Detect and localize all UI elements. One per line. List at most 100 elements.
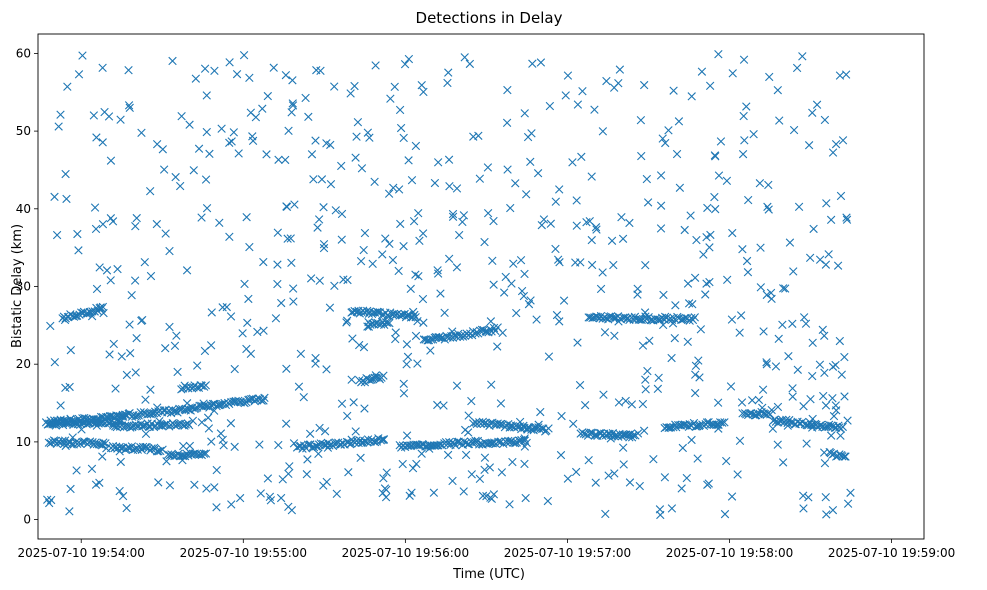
detection-point (201, 381, 211, 390)
detection-point (762, 358, 771, 367)
y-tick-label: 10 (16, 435, 31, 449)
detection-point (483, 208, 493, 218)
detection-point (351, 153, 360, 162)
detection-point (165, 322, 174, 332)
detection-point (337, 399, 347, 408)
detection-point (65, 507, 74, 516)
detection-point (354, 340, 364, 350)
detection-point (72, 311, 82, 320)
detection-point (56, 401, 65, 410)
detection-point (572, 221, 581, 230)
detection-point (61, 441, 70, 451)
detection-point (284, 126, 293, 135)
detection-point (288, 76, 297, 85)
detection-point (687, 92, 696, 101)
detection-point (419, 318, 428, 327)
detection-point (433, 266, 442, 275)
detection-point (92, 133, 101, 142)
detection-point (821, 260, 831, 269)
detection-point (704, 417, 713, 427)
detection-point (210, 483, 219, 492)
detection-point (414, 209, 423, 218)
detection-point (343, 411, 352, 421)
detection-point (379, 371, 388, 380)
detection-point (146, 446, 155, 455)
detection-point (642, 174, 652, 184)
detection-point (271, 314, 281, 323)
detection-point (459, 487, 468, 496)
detection-point (788, 319, 797, 328)
detection-point (177, 112, 186, 121)
detection-point (702, 233, 711, 242)
detection-point (465, 59, 475, 69)
detection-point (59, 416, 69, 425)
detection-point (395, 440, 404, 450)
detection-point (618, 234, 628, 243)
detection-point (838, 422, 847, 432)
detection-point (434, 441, 443, 450)
x-tick-label: 2025-07-10 19:54:00 (17, 546, 144, 560)
detection-point (702, 279, 711, 288)
detection-point (99, 308, 108, 318)
detection-point (73, 229, 82, 239)
detection-point (124, 101, 134, 110)
detection-point (478, 491, 488, 501)
detection-point (409, 216, 419, 226)
detection-point (458, 217, 467, 227)
detection-point (693, 454, 702, 463)
detection-point (210, 406, 219, 415)
detection-point (828, 505, 838, 515)
detection-point (337, 209, 347, 219)
detection-point (95, 478, 104, 487)
detection-point (145, 187, 155, 196)
detection-point (263, 474, 273, 483)
detection-point (727, 315, 737, 324)
detection-point (364, 317, 373, 327)
detection-point (695, 373, 704, 382)
detection-point (505, 438, 514, 447)
detection-point (836, 431, 845, 440)
detection-point (378, 250, 387, 259)
detection-point (403, 352, 413, 362)
detection-point (61, 169, 70, 179)
detection-point (821, 401, 831, 410)
detection-point (370, 373, 380, 382)
detection-point (371, 371, 381, 380)
detection-point (410, 310, 419, 320)
detection-point (846, 488, 855, 497)
x-tick-label: 2025-07-10 19:57:00 (504, 546, 631, 560)
detection-point (356, 257, 366, 266)
detection-point (274, 155, 283, 164)
detection-point (826, 215, 836, 225)
detection-point (137, 128, 146, 137)
detection-point (386, 94, 395, 103)
detection-point (66, 484, 75, 494)
detection-point (408, 463, 418, 473)
detection-point (822, 199, 831, 208)
detection-point (471, 436, 480, 446)
detection-point (306, 274, 316, 283)
detection-point (590, 105, 599, 114)
detection-point (799, 504, 808, 513)
detection-point (286, 234, 295, 243)
detection-point (747, 396, 757, 405)
detection-point (788, 392, 797, 401)
detection-point (351, 427, 360, 436)
detection-point (277, 298, 286, 308)
detection-point (365, 375, 374, 385)
detection-point (146, 271, 156, 281)
detection-point (131, 221, 140, 231)
detection-point (118, 491, 128, 501)
detection-point (467, 470, 476, 479)
detection-point (585, 217, 594, 226)
detection-point (99, 438, 108, 447)
detection-point (390, 82, 399, 92)
detection-point (89, 111, 99, 120)
detection-point (536, 58, 546, 67)
detection-point (641, 260, 650, 270)
detection-point (418, 294, 428, 304)
detection-point (671, 301, 680, 310)
detection-point (160, 421, 169, 430)
detection-point (165, 246, 174, 256)
